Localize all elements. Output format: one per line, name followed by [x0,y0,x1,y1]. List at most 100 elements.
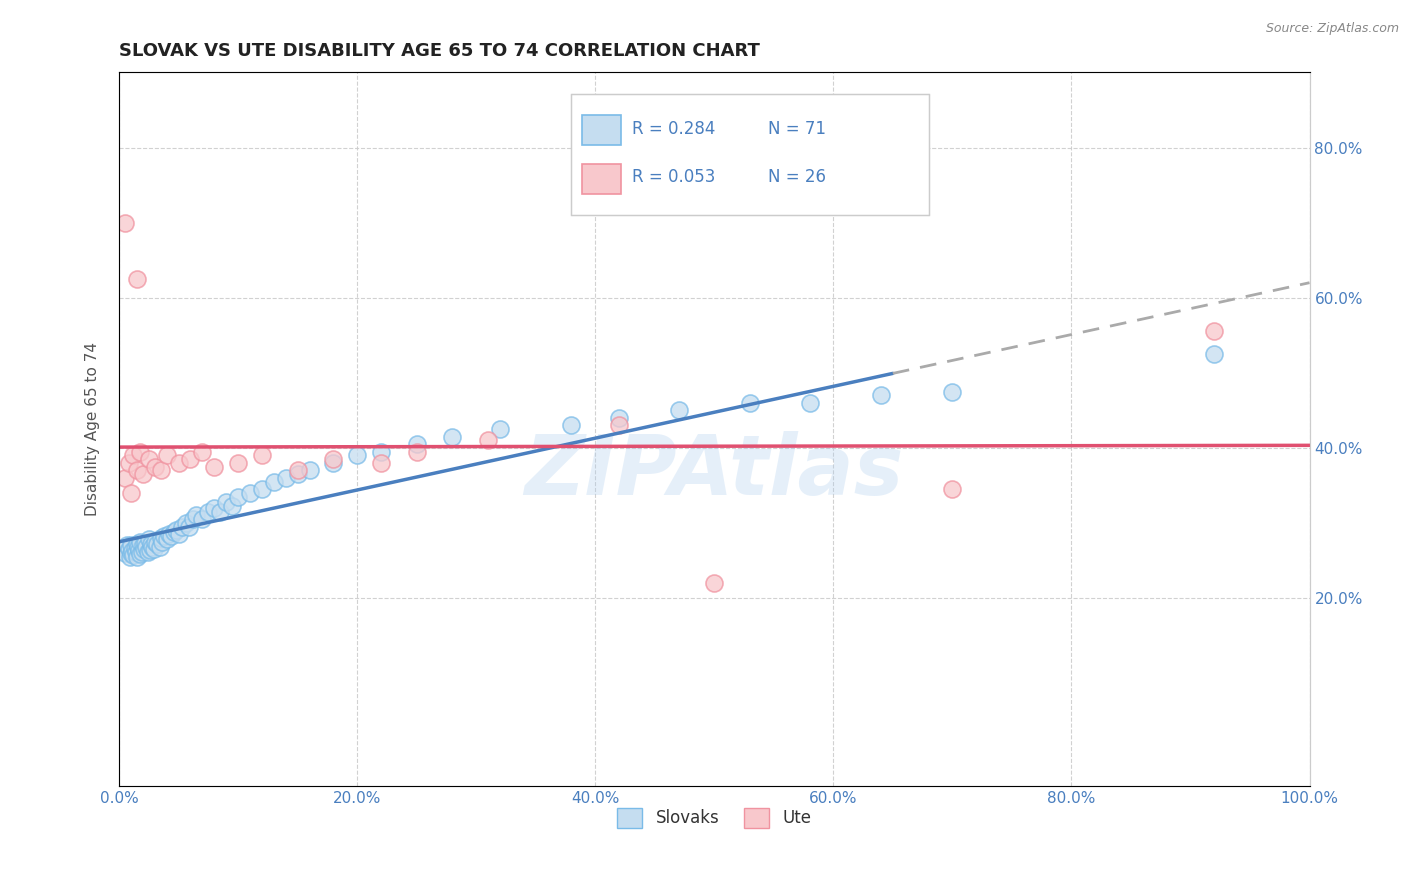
Point [1204,347,1226,361]
Point [1204,325,1226,339]
Point [441,429,464,443]
Point [167,456,190,470]
Point [117,539,139,553]
Point [477,434,499,448]
Point [799,396,821,410]
Point [129,547,152,561]
Point [560,418,582,433]
Point [221,500,243,514]
Point [156,449,179,463]
Text: ZIPAtlas: ZIPAtlas [524,432,904,512]
Point [941,384,963,399]
Legend: Slovaks, Ute: Slovaks, Ute [610,801,818,835]
Point [160,529,183,543]
Point [370,444,392,458]
Point [703,576,725,591]
Point [370,456,392,470]
Point [141,537,163,551]
Point [114,546,136,560]
Point [172,519,194,533]
Point [607,410,630,425]
Point [120,486,142,500]
Point [179,519,201,533]
Point [148,540,170,554]
Point [121,543,143,558]
Point [167,527,190,541]
Point [125,537,148,551]
Point [738,396,761,410]
Point [274,471,297,485]
Point [138,533,160,547]
Point [135,540,157,554]
Point [405,437,427,451]
Point [132,542,155,557]
Point [125,272,148,286]
Point [146,537,169,551]
Point [143,534,166,549]
Point [191,512,214,526]
Point [117,456,139,470]
Point [215,495,238,509]
Point [138,452,160,467]
Point [298,463,321,477]
Text: Source: ZipAtlas.com: Source: ZipAtlas.com [1265,22,1399,36]
Point [287,467,309,482]
Point [322,456,344,470]
Point [122,449,145,463]
Point [149,531,172,545]
Point [150,534,173,549]
Point [149,463,172,477]
Point [132,539,155,553]
Point [120,539,142,553]
Point [153,529,176,543]
Point [117,542,139,557]
Point [226,456,249,470]
Point [941,482,963,496]
Point [239,486,262,500]
Point [202,459,225,474]
Point [125,544,148,558]
Point [128,543,150,558]
Point [131,545,153,559]
Point [174,516,197,530]
Point [322,452,344,467]
Point [132,467,155,482]
Point [346,449,368,463]
Text: SLOVAK VS UTE DISABILITY AGE 65 TO 74 CORRELATION CHART: SLOVAK VS UTE DISABILITY AGE 65 TO 74 CO… [120,42,759,60]
Point [163,524,186,539]
Point [142,542,165,557]
Point [226,490,249,504]
Point [191,444,214,458]
Point [263,475,285,489]
Point [405,444,427,458]
Point [118,549,141,564]
Point [870,388,893,402]
Point [181,512,204,526]
Point [125,463,148,477]
Point [156,533,179,547]
Point [250,449,273,463]
Point [136,544,159,558]
Point [668,403,690,417]
Point [129,534,152,549]
Y-axis label: Disability Age 65 to 74: Disability Age 65 to 74 [86,343,100,516]
Point [287,463,309,477]
Point [120,546,142,560]
Point [127,540,149,554]
Point [197,505,219,519]
Point [122,548,145,562]
Point [134,536,156,550]
Point [125,549,148,564]
Point [139,543,162,558]
Point [489,422,512,436]
Point [143,459,166,474]
Point [124,541,146,555]
Point [202,500,225,515]
Point [141,540,163,554]
Point [209,505,232,519]
Point [179,452,201,467]
Point [157,527,180,541]
Point [114,216,136,230]
Point [607,418,630,433]
Point [186,508,208,523]
